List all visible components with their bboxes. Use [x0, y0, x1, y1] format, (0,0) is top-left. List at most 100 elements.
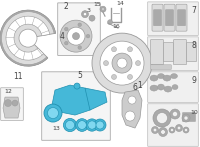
Text: 10: 10	[190, 110, 198, 115]
FancyBboxPatch shape	[176, 4, 187, 31]
Circle shape	[152, 127, 158, 133]
Circle shape	[92, 33, 152, 93]
Circle shape	[86, 119, 98, 131]
Circle shape	[170, 128, 174, 132]
Circle shape	[112, 74, 116, 79]
Circle shape	[128, 47, 132, 52]
Ellipse shape	[164, 86, 172, 92]
Circle shape	[128, 96, 136, 104]
Circle shape	[102, 8, 104, 11]
Circle shape	[100, 6, 106, 12]
Circle shape	[172, 112, 178, 117]
Circle shape	[183, 127, 189, 133]
Circle shape	[65, 120, 75, 130]
FancyBboxPatch shape	[148, 2, 198, 35]
FancyBboxPatch shape	[154, 10, 162, 26]
Circle shape	[78, 46, 82, 49]
Circle shape	[78, 23, 82, 27]
FancyBboxPatch shape	[148, 37, 198, 70]
Circle shape	[153, 109, 171, 127]
FancyBboxPatch shape	[178, 10, 186, 26]
FancyBboxPatch shape	[164, 43, 174, 62]
Circle shape	[78, 121, 86, 129]
Circle shape	[153, 128, 157, 132]
Circle shape	[48, 108, 58, 118]
Circle shape	[60, 20, 92, 52]
Circle shape	[94, 119, 106, 131]
Ellipse shape	[172, 85, 178, 90]
Polygon shape	[122, 90, 142, 128]
Text: 4: 4	[60, 32, 64, 41]
Text: 8: 8	[192, 41, 196, 50]
Circle shape	[82, 11, 88, 18]
FancyBboxPatch shape	[164, 4, 175, 31]
Circle shape	[67, 27, 85, 45]
Wedge shape	[0, 10, 56, 66]
Circle shape	[184, 116, 188, 120]
Ellipse shape	[150, 75, 158, 81]
Circle shape	[19, 29, 37, 47]
Ellipse shape	[170, 74, 178, 79]
FancyBboxPatch shape	[1, 88, 23, 120]
Text: 5: 5	[78, 71, 82, 80]
FancyBboxPatch shape	[166, 10, 174, 26]
FancyBboxPatch shape	[174, 40, 186, 65]
Text: 15: 15	[93, 2, 101, 7]
Circle shape	[108, 20, 112, 25]
Circle shape	[64, 27, 68, 31]
Circle shape	[86, 34, 90, 38]
FancyBboxPatch shape	[152, 4, 163, 31]
Text: 2: 2	[64, 2, 68, 11]
Circle shape	[158, 128, 168, 137]
Circle shape	[182, 114, 190, 122]
Circle shape	[96, 121, 104, 129]
Text: 6: 6	[133, 83, 137, 92]
Circle shape	[84, 13, 86, 16]
Text: 12: 12	[4, 89, 12, 94]
Ellipse shape	[150, 85, 158, 91]
Ellipse shape	[158, 84, 164, 90]
FancyBboxPatch shape	[148, 72, 198, 102]
Polygon shape	[3, 97, 20, 118]
Circle shape	[176, 125, 182, 132]
FancyBboxPatch shape	[148, 104, 198, 146]
Circle shape	[76, 119, 88, 131]
Text: 1: 1	[138, 81, 142, 90]
Circle shape	[12, 100, 18, 106]
Polygon shape	[85, 88, 107, 110]
Wedge shape	[0, 10, 56, 66]
Circle shape	[112, 53, 132, 73]
Circle shape	[177, 126, 181, 130]
Text: 3: 3	[87, 8, 91, 13]
Circle shape	[64, 41, 68, 45]
Circle shape	[136, 61, 140, 66]
FancyBboxPatch shape	[58, 3, 100, 55]
Circle shape	[63, 118, 77, 132]
Text: 16: 16	[112, 24, 120, 29]
Polygon shape	[52, 85, 95, 115]
Text: 14: 14	[116, 1, 124, 6]
Circle shape	[88, 121, 96, 129]
Text: 13: 13	[52, 126, 60, 131]
Circle shape	[161, 130, 165, 134]
Circle shape	[74, 83, 80, 89]
Circle shape	[169, 127, 175, 133]
Circle shape	[72, 33, 80, 40]
Circle shape	[184, 128, 188, 132]
FancyBboxPatch shape	[151, 40, 164, 65]
Circle shape	[117, 58, 127, 68]
FancyBboxPatch shape	[182, 113, 196, 122]
FancyBboxPatch shape	[42, 72, 110, 140]
Circle shape	[44, 104, 62, 122]
Text: 7: 7	[192, 6, 196, 15]
Circle shape	[125, 111, 135, 121]
Circle shape	[128, 74, 132, 79]
Text: 9: 9	[192, 76, 196, 85]
FancyBboxPatch shape	[151, 65, 171, 69]
Circle shape	[170, 109, 180, 119]
Text: 11: 11	[13, 72, 23, 81]
FancyBboxPatch shape	[186, 43, 196, 62]
Circle shape	[104, 61, 108, 66]
Circle shape	[100, 41, 144, 85]
Circle shape	[89, 15, 95, 21]
